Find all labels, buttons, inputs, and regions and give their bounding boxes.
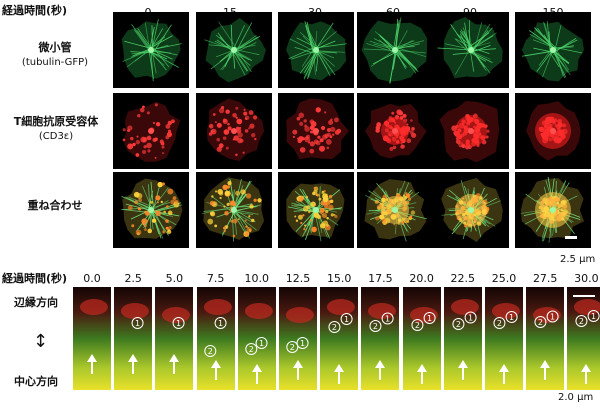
- row-label-merge-title: 重ね合わせ: [27, 199, 83, 212]
- bottom-time-header: 経過時間(秒): [2, 272, 68, 285]
- edge-direction-label: 辺縁方向: [14, 296, 58, 309]
- svg-text:1: 1: [176, 319, 181, 328]
- strip-frame-2: 1: [155, 287, 194, 390]
- panel-tcr-3: [357, 93, 433, 169]
- up-down-arrow-icon: ↕: [33, 331, 49, 352]
- panel-merge-1: [196, 172, 272, 248]
- svg-text:2: 2: [456, 320, 461, 329]
- panel-tcr-2: [278, 93, 354, 169]
- bottom-time-11: 27.5: [532, 272, 558, 285]
- svg-text:1: 1: [427, 314, 432, 323]
- center-direction-label: 中心方向: [14, 375, 58, 388]
- svg-text:1: 1: [218, 319, 223, 328]
- svg-text:2: 2: [332, 323, 337, 332]
- svg-text:1: 1: [468, 314, 473, 323]
- panel-tubulin-4: [433, 12, 509, 88]
- svg-text:2: 2: [579, 317, 584, 326]
- panel-tcr-0: [113, 93, 189, 169]
- svg-text:1: 1: [259, 339, 264, 348]
- svg-text:1: 1: [591, 312, 596, 321]
- bottom-time-4: 10.0: [244, 272, 270, 285]
- svg-text:1: 1: [550, 313, 555, 322]
- panel-merge-3: [357, 172, 433, 248]
- panel-merge-0: [113, 172, 189, 248]
- panel-merge-4: [433, 172, 509, 248]
- panel-tcr-1: [196, 93, 272, 169]
- svg-text:2: 2: [290, 343, 295, 352]
- row-label-tubulin-title: 微小管: [38, 41, 72, 54]
- panel-tubulin-1: [196, 12, 272, 88]
- svg-text:1: 1: [344, 315, 349, 324]
- bottom-time-7: 17.5: [368, 272, 393, 285]
- panel-tubulin-5: [515, 12, 591, 88]
- top-scale-bar: [565, 236, 577, 239]
- bottom-time-10: 25.0: [491, 272, 517, 285]
- panel-merge-5: [515, 172, 591, 248]
- svg-text:2: 2: [497, 319, 502, 328]
- row-label-tubulin-sub: (tubulin-GFP): [21, 57, 89, 68]
- svg-text:2: 2: [538, 318, 543, 327]
- svg-text:2: 2: [414, 321, 419, 330]
- bottom-time-8: 20.0: [409, 272, 434, 285]
- svg-text:1: 1: [300, 339, 305, 348]
- row-label-tcr-sub: (CD3ε): [38, 131, 74, 142]
- svg-text:2: 2: [249, 345, 254, 354]
- bottom-time-3: 7.5: [206, 272, 225, 285]
- panel-tubulin-3: [357, 12, 433, 88]
- bottom-time-6: 15.0: [326, 272, 352, 285]
- bottom-time-12: 30.0: [574, 272, 599, 285]
- svg-text:1: 1: [509, 313, 514, 322]
- panel-merge-2: [278, 172, 354, 248]
- svg-text:2: 2: [373, 322, 378, 331]
- panel-tubulin-0: [113, 12, 189, 88]
- top-scale-label: 2.5 μm: [560, 254, 596, 265]
- strip-frame-0: [73, 287, 111, 390]
- bottom-time-1: 2.5: [124, 272, 142, 285]
- panel-tcr-5: [515, 93, 591, 169]
- bottom-time-9: 22.5: [450, 272, 476, 285]
- row-label-tubulin: 微小管 (tubulin-GFP): [2, 40, 108, 70]
- row-label-tcr: T細胞抗原受容体 (CD3ε): [0, 114, 112, 144]
- bottom-time-0: 0.0: [83, 272, 101, 285]
- top-time-header: 経過時間(秒): [2, 4, 68, 17]
- row-label-merge: 重ね合わせ: [2, 198, 108, 213]
- bottom-time-2: 5.0: [165, 272, 184, 285]
- bottom-scale-label: 2.0 μm: [558, 392, 594, 403]
- svg-text:2: 2: [207, 347, 212, 356]
- panel-tcr-4: [433, 93, 509, 169]
- strip-frame-1: 1: [114, 287, 153, 390]
- bottom-time-5: 12.5: [285, 272, 311, 285]
- svg-text:1: 1: [135, 319, 140, 328]
- row-label-tcr-title: T細胞抗原受容体: [13, 115, 99, 128]
- panel-tubulin-2: [278, 12, 354, 88]
- svg-text:1: 1: [385, 315, 390, 324]
